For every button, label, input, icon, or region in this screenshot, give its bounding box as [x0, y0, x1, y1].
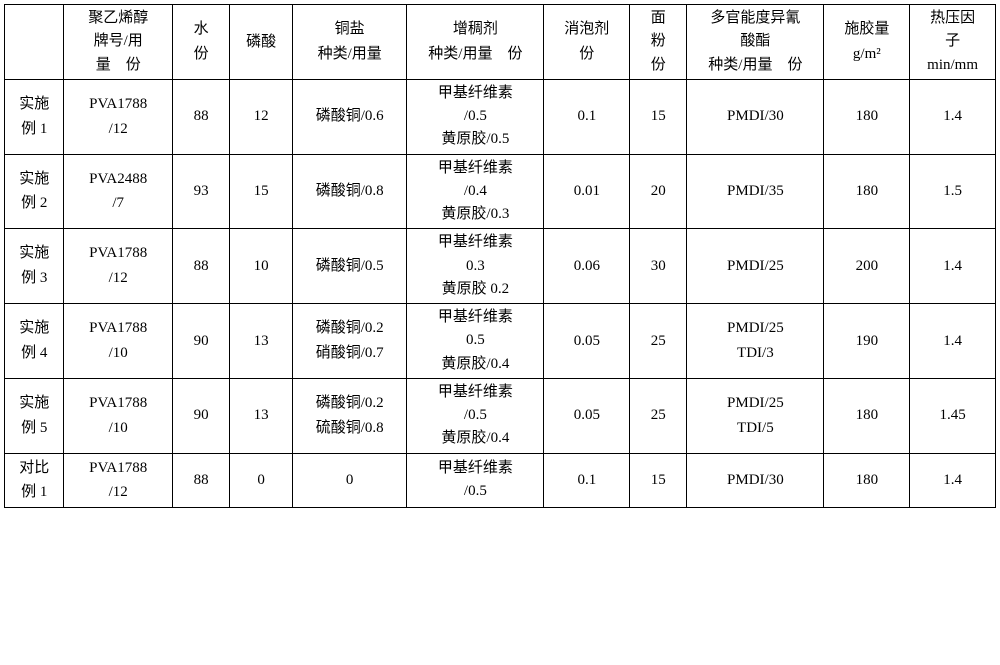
data-table: 聚乙烯醇牌号/用量 份 水份 磷酸 铜盐种类/用量 增稠剂种类/用量 份 消泡剂… — [4, 4, 996, 508]
row-label: 实施例 4 — [5, 304, 64, 379]
col-header-thickener: 增稠剂种类/用量 份 — [407, 5, 544, 80]
row-defoamer: 0.1 — [544, 453, 630, 508]
col-header-glue-amount: 施胶量g/m² — [824, 5, 910, 80]
row-glue-amount: 200 — [824, 229, 910, 304]
row-label: 实施例 5 — [5, 378, 64, 453]
row-pva: PVA1788/10 — [64, 378, 173, 453]
row-defoamer: 0.1 — [544, 79, 630, 154]
col-header-hp-factor: 热压因子min/mm — [910, 5, 996, 80]
row-thickener: 甲基纤维素/0.5 — [407, 453, 544, 508]
row-label: 对比例 1 — [5, 453, 64, 508]
row-defoamer: 0.06 — [544, 229, 630, 304]
table-row: 对比例 1PVA1788/128800甲基纤维素/0.50.115PMDI/30… — [5, 453, 996, 508]
row-isocyanate: PMDI/25TDI/3 — [687, 304, 824, 379]
row-h3po4: 13 — [230, 378, 293, 453]
table-row: 实施例 5PVA1788/109013磷酸铜/0.2硫酸铜/0.8甲基纤维素/0… — [5, 378, 996, 453]
row-hp-factor: 1.4 — [910, 79, 996, 154]
col-header-flour: 面粉份 — [630, 5, 687, 80]
row-cu-salt: 磷酸铜/0.8 — [293, 154, 407, 229]
row-thickener: 甲基纤维素/0.5黄原胶/0.5 — [407, 79, 544, 154]
col-header-defoamer: 消泡剂份 — [544, 5, 630, 80]
row-flour: 25 — [630, 304, 687, 379]
row-isocyanate: PMDI/30 — [687, 79, 824, 154]
row-isocyanate: PMDI/25 — [687, 229, 824, 304]
row-water: 88 — [173, 79, 230, 154]
row-pva: PVA1788/10 — [64, 304, 173, 379]
table-row: 实施例 3PVA1788/128810磷酸铜/0.5甲基纤维素0.3黄原胶 0.… — [5, 229, 996, 304]
col-header-pva: 聚乙烯醇牌号/用量 份 — [64, 5, 173, 80]
table-row: 实施例 1PVA1788/128812磷酸铜/0.6甲基纤维素/0.5黄原胶/0… — [5, 79, 996, 154]
row-defoamer: 0.05 — [544, 304, 630, 379]
col-header-water: 水份 — [173, 5, 230, 80]
row-water: 90 — [173, 304, 230, 379]
row-pva: PVA1788/12 — [64, 79, 173, 154]
row-defoamer: 0.05 — [544, 378, 630, 453]
row-isocyanate: PMDI/35 — [687, 154, 824, 229]
row-defoamer: 0.01 — [544, 154, 630, 229]
row-flour: 15 — [630, 453, 687, 508]
table-row: 实施例 4PVA1788/109013磷酸铜/0.2硝酸铜/0.7甲基纤维素0.… — [5, 304, 996, 379]
row-h3po4: 12 — [230, 79, 293, 154]
row-h3po4: 0 — [230, 453, 293, 508]
row-cu-salt: 磷酸铜/0.2硫酸铜/0.8 — [293, 378, 407, 453]
row-pva: PVA1788/12 — [64, 229, 173, 304]
row-pva: PVA1788/12 — [64, 453, 173, 508]
row-glue-amount: 180 — [824, 79, 910, 154]
table-body: 实施例 1PVA1788/128812磷酸铜/0.6甲基纤维素/0.5黄原胶/0… — [5, 79, 996, 507]
row-glue-amount: 190 — [824, 304, 910, 379]
row-glue-amount: 180 — [824, 378, 910, 453]
row-label: 实施例 3 — [5, 229, 64, 304]
row-thickener: 甲基纤维素0.3黄原胶 0.2 — [407, 229, 544, 304]
row-cu-salt: 磷酸铜/0.6 — [293, 79, 407, 154]
table-header-row: 聚乙烯醇牌号/用量 份 水份 磷酸 铜盐种类/用量 增稠剂种类/用量 份 消泡剂… — [5, 5, 996, 80]
col-header-h3po4: 磷酸 — [230, 5, 293, 80]
table-row: 实施例 2PVA2488/79315磷酸铜/0.8甲基纤维素/0.4黄原胶/0.… — [5, 154, 996, 229]
row-thickener: 甲基纤维素/0.4黄原胶/0.3 — [407, 154, 544, 229]
row-flour: 15 — [630, 79, 687, 154]
row-glue-amount: 180 — [824, 453, 910, 508]
row-water: 88 — [173, 229, 230, 304]
row-glue-amount: 180 — [824, 154, 910, 229]
col-header-cu-salt: 铜盐种类/用量 — [293, 5, 407, 80]
row-isocyanate: PMDI/30 — [687, 453, 824, 508]
row-cu-salt: 磷酸铜/0.2硝酸铜/0.7 — [293, 304, 407, 379]
row-pva: PVA2488/7 — [64, 154, 173, 229]
row-h3po4: 10 — [230, 229, 293, 304]
row-water: 93 — [173, 154, 230, 229]
row-flour: 30 — [630, 229, 687, 304]
row-isocyanate: PMDI/25TDI/5 — [687, 378, 824, 453]
row-hp-factor: 1.5 — [910, 154, 996, 229]
row-h3po4: 13 — [230, 304, 293, 379]
row-flour: 20 — [630, 154, 687, 229]
row-hp-factor: 1.4 — [910, 229, 996, 304]
row-cu-salt: 0 — [293, 453, 407, 508]
row-thickener: 甲基纤维素/0.5黄原胶/0.4 — [407, 378, 544, 453]
row-label: 实施例 2 — [5, 154, 64, 229]
row-flour: 25 — [630, 378, 687, 453]
row-cu-salt: 磷酸铜/0.5 — [293, 229, 407, 304]
row-water: 90 — [173, 378, 230, 453]
row-water: 88 — [173, 453, 230, 508]
row-label: 实施例 1 — [5, 79, 64, 154]
row-hp-factor: 1.4 — [910, 304, 996, 379]
row-h3po4: 15 — [230, 154, 293, 229]
row-hp-factor: 1.4 — [910, 453, 996, 508]
row-thickener: 甲基纤维素0.5黄原胶/0.4 — [407, 304, 544, 379]
col-header-isocyanate: 多官能度异氰酸酯种类/用量 份 — [687, 5, 824, 80]
row-hp-factor: 1.45 — [910, 378, 996, 453]
col-header-label — [5, 5, 64, 80]
